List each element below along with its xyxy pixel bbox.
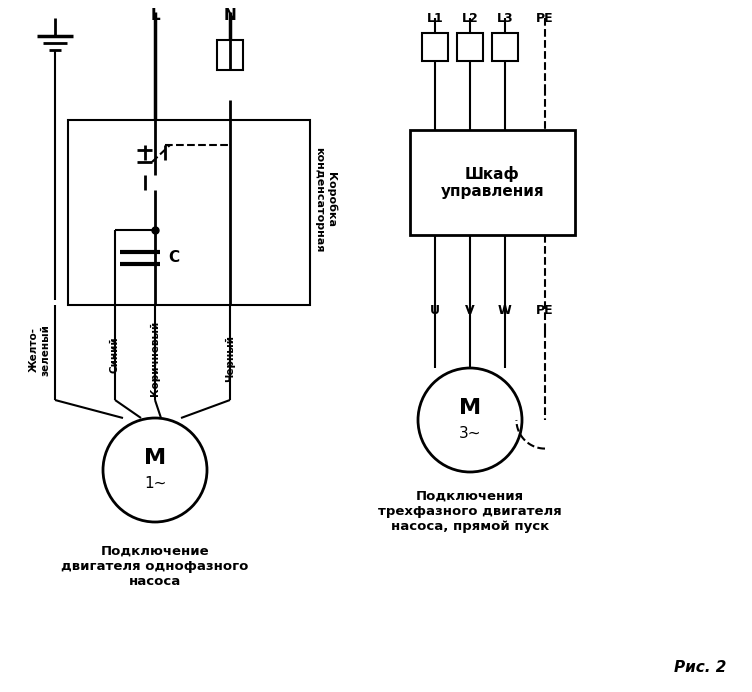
Text: U: U: [430, 304, 440, 316]
Text: Рис. 2: Рис. 2: [674, 660, 726, 675]
Text: 1~: 1~: [144, 477, 166, 491]
Text: Коричневый: Коричневый: [150, 320, 160, 396]
Text: L3: L3: [496, 12, 514, 25]
Text: Шкаф
управления: Шкаф управления: [441, 166, 544, 199]
Bar: [492, 33, 518, 61]
Text: PE: PE: [536, 304, 553, 316]
Circle shape: [103, 418, 207, 522]
Bar: [410, 130, 575, 235]
Text: L2: L2: [462, 12, 478, 25]
Text: PE: PE: [536, 12, 553, 25]
Text: L1: L1: [426, 12, 444, 25]
Text: Желто-
зеленый: Желто- зеленый: [29, 324, 51, 376]
Circle shape: [418, 368, 522, 472]
Text: Подключения
трехфазного двигателя
насоса, прямой пуск: Подключения трехфазного двигателя насоса…: [378, 490, 562, 533]
Text: N: N: [223, 8, 236, 23]
Text: Коробка
конденсаторная: Коробка конденсаторная: [314, 147, 336, 253]
Text: W: W: [498, 304, 512, 316]
Text: L: L: [150, 8, 160, 23]
Bar: [422, 33, 448, 61]
Text: Подключение
двигателя однофазного
насоса: Подключение двигателя однофазного насоса: [62, 545, 249, 588]
Bar: [217, 40, 243, 70]
Text: V: V: [465, 304, 475, 316]
Text: M: M: [144, 448, 166, 468]
Text: C: C: [168, 251, 179, 266]
Text: Черный: Черный: [225, 334, 235, 381]
Bar: [457, 33, 483, 61]
Bar: [68, 120, 310, 305]
Text: Синий: Синий: [110, 337, 120, 373]
Text: M: M: [459, 398, 481, 418]
Text: 3~: 3~: [459, 426, 481, 441]
